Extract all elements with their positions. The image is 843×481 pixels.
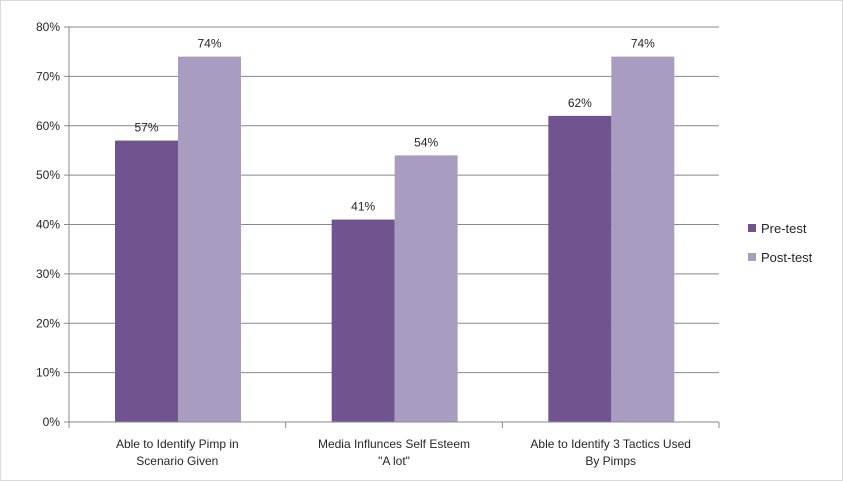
- bar: [611, 56, 675, 422]
- bars: [115, 56, 675, 422]
- y-tick-label: 20%: [36, 316, 60, 330]
- legend-swatch: [748, 253, 756, 261]
- bar: [331, 219, 395, 422]
- x-category-label-line: Media Influnces Self Esteem: [318, 437, 470, 451]
- x-category-label-line: Able to Identify Pimp in: [116, 437, 239, 451]
- x-category-label-line: "A lot": [378, 454, 410, 468]
- y-tick-label: 10%: [36, 366, 60, 380]
- data-label: 54%: [414, 135, 438, 149]
- data-label: 74%: [631, 37, 655, 51]
- data-labels: 57% 74% 41% 54% 62% 74%: [134, 37, 655, 214]
- legend-swatch: [748, 224, 756, 232]
- y-tick-label: 70%: [36, 69, 60, 83]
- legend-label: Post-test: [761, 250, 813, 265]
- y-tick-label: 80%: [36, 20, 60, 34]
- y-tick-label: 50%: [36, 168, 60, 182]
- x-category-label: Media Influnces Self Esteem "A lot": [318, 437, 470, 468]
- axes: [64, 26, 720, 428]
- bar: [178, 56, 241, 422]
- bar: [115, 140, 178, 422]
- y-tick-label: 0%: [43, 415, 61, 429]
- x-category-label: Able to Identify Pimp in Scenario Given: [116, 437, 239, 468]
- bar: [548, 115, 612, 422]
- x-category-label: Able to Identify 3 Tactics Used By Pimps: [530, 437, 691, 468]
- legend-label: Pre-test: [761, 221, 807, 236]
- legend: Pre-test Post-test: [748, 221, 813, 265]
- x-category-label-line: Scenario Given: [136, 454, 218, 468]
- x-category-label-line: Able to Identify 3 Tactics Used: [530, 437, 691, 451]
- bar: [394, 155, 458, 422]
- data-label: 57%: [134, 121, 158, 135]
- data-label: 41%: [351, 200, 375, 214]
- data-label: 62%: [568, 96, 592, 110]
- y-tick-label: 30%: [36, 267, 60, 281]
- y-tick-label: 60%: [36, 119, 60, 133]
- x-category-labels: Able to Identify Pimp in Scenario Given Me…: [116, 437, 691, 468]
- x-category-label-line: By Pimps: [585, 454, 636, 468]
- data-label: 74%: [197, 37, 221, 51]
- y-tick-label: 40%: [36, 218, 60, 232]
- y-tick-labels: 0% 10% 20% 30% 40% 50% 60% 70% 80%: [36, 20, 60, 429]
